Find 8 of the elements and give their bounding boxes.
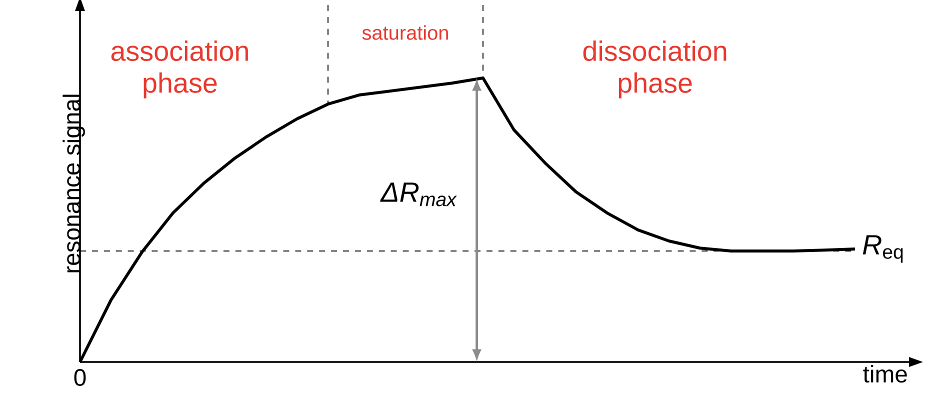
y-axis-title: resonance signal bbox=[62, 94, 85, 272]
annotation: ΔR$_{max}$ bbox=[380, 182, 457, 206]
text: saturation bbox=[362, 25, 448, 40]
x-axis-title: time bbox=[863, 365, 907, 383]
annotation: dissociation phase bbox=[583, 40, 726, 98]
text: R$_{eq}$ bbox=[862, 235, 903, 263]
annotation: association phase bbox=[111, 40, 248, 98]
text: 0 bbox=[74, 369, 86, 386]
